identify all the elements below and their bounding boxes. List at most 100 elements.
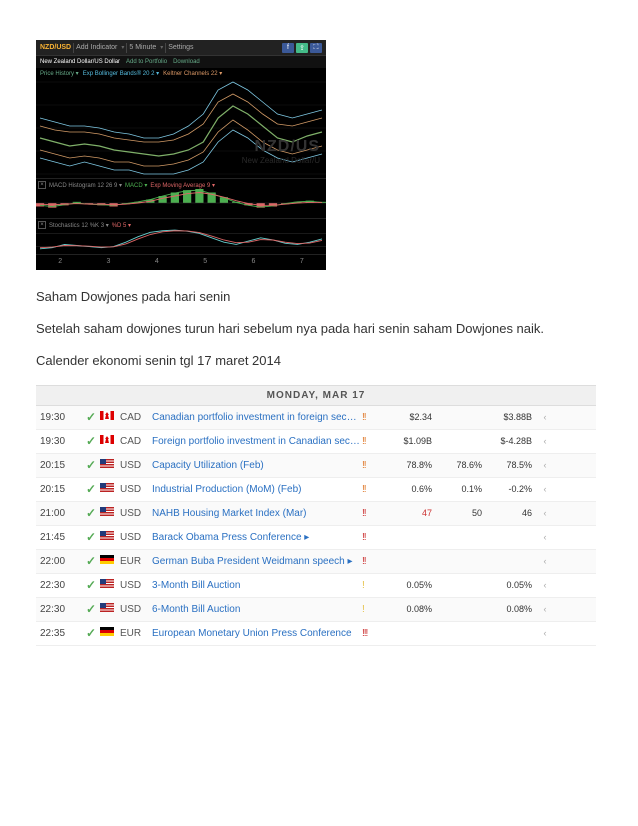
- add-indicator-button[interactable]: Add Indicator: [76, 44, 117, 51]
- previous-value: $-4.28B: [488, 436, 538, 446]
- event-time: 22:00: [40, 556, 82, 567]
- forecast-value: 0.1%: [438, 484, 488, 494]
- settings-button[interactable]: Settings: [168, 44, 193, 51]
- event-name[interactable]: Industrial Production (MoM) (Feb): [152, 484, 362, 495]
- event-name[interactable]: 6-Month Bill Auction: [152, 604, 362, 615]
- event-name[interactable]: European Monetary Union Press Conference: [152, 628, 362, 639]
- currency-code: USD: [120, 508, 152, 519]
- check-icon: ✓: [82, 482, 100, 496]
- event-time: 22:30: [40, 580, 82, 591]
- xaxis-tick: 7: [300, 258, 304, 265]
- trading-chart: NZD/USD Add Indicator▾ 5 Minute▾ Setting…: [36, 40, 326, 270]
- currency-code: USD: [120, 484, 152, 495]
- download-link[interactable]: Download: [173, 59, 200, 65]
- fullscreen-icon[interactable]: ⛶: [310, 43, 322, 53]
- event-time: 19:30: [40, 436, 82, 447]
- xaxis-tick: 3: [107, 258, 111, 265]
- chart-stoch-panel: × Stochastics 12 %K 3 ▾ %D 5 ▾: [36, 218, 326, 254]
- expand-icon[interactable]: ‹: [538, 412, 552, 422]
- currency-code: CAD: [120, 436, 152, 447]
- flag-icon: [100, 507, 120, 519]
- share-icon[interactable]: ⇪: [296, 43, 308, 53]
- currency-code: EUR: [120, 628, 152, 639]
- event-name[interactable]: 3-Month Bill Auction: [152, 580, 362, 591]
- expand-icon[interactable]: ‹: [538, 460, 552, 470]
- currency-code: USD: [120, 580, 152, 591]
- previous-value: $3.88B: [488, 412, 538, 422]
- actual-value: $1.09B: [388, 436, 438, 446]
- check-icon: ✓: [82, 578, 100, 592]
- main-price-chart: [36, 78, 326, 178]
- stoch-close-icon[interactable]: ×: [38, 221, 46, 229]
- facebook-icon[interactable]: f: [282, 43, 294, 53]
- macd-signal-label[interactable]: Exp Moving Average 9 ▾: [150, 182, 215, 189]
- bollinger-indicator[interactable]: Exp Bollinger Bands® 20 2 ▾: [83, 70, 159, 77]
- check-icon: ✓: [82, 434, 100, 448]
- add-portfolio-link[interactable]: Add to Portfolio: [126, 59, 167, 65]
- expand-icon[interactable]: ‹: [538, 436, 552, 446]
- expand-icon[interactable]: ‹: [538, 580, 552, 590]
- macd-close-icon[interactable]: ×: [38, 181, 46, 189]
- event-time: 20:15: [40, 484, 82, 495]
- previous-value: 0.05%: [488, 580, 538, 590]
- expand-icon[interactable]: ‹: [538, 628, 552, 638]
- impact-icon: !!: [362, 460, 388, 471]
- currency-code: USD: [120, 532, 152, 543]
- chart-main-panel: NZD/US New Zealand Dollar/U: [36, 78, 326, 178]
- event-time: 19:30: [40, 412, 82, 423]
- stoch-label[interactable]: Stochastics 12 %K 3 ▾: [49, 222, 109, 229]
- impact-icon: !!: [362, 556, 388, 567]
- expand-icon[interactable]: ‹: [538, 604, 552, 614]
- economic-calendar: MONDAY, MAR 17 19:30 ✓ CAD Canadian port…: [36, 385, 596, 646]
- calendar-row[interactable]: 20:15 ✓ USD Capacity Utilization (Feb) !…: [36, 454, 596, 478]
- event-name[interactable]: German Buba President Weidmann speech ▸: [152, 556, 362, 567]
- chart-indicator-row: Price History ▾ Exp Bollinger Bands® 20 …: [36, 68, 326, 78]
- macd-label[interactable]: MACD Histogram 12 26 9 ▾: [49, 182, 122, 189]
- expand-icon[interactable]: ‹: [538, 484, 552, 494]
- calendar-row[interactable]: 22:35 ✓ EUR European Monetary Union Pres…: [36, 622, 596, 646]
- check-icon: ✓: [82, 602, 100, 616]
- calendar-row[interactable]: 19:30 ✓ CAD Foreign portfolio investment…: [36, 430, 596, 454]
- calendar-row[interactable]: 21:00 ✓ USD NAHB Housing Market Index (M…: [36, 502, 596, 526]
- flag-icon: [100, 459, 120, 471]
- actual-value: $2.34: [388, 412, 438, 422]
- event-name[interactable]: Canadian portfolio investment in foreign…: [152, 412, 362, 423]
- currency-code: EUR: [120, 556, 152, 567]
- event-name[interactable]: NAHB Housing Market Index (Mar): [152, 508, 362, 519]
- chart-pair-selector[interactable]: NZD/USD: [40, 44, 71, 51]
- event-name[interactable]: Barack Obama Press Conference ▸: [152, 532, 362, 543]
- expand-icon[interactable]: ‹: [538, 532, 552, 542]
- impact-icon: !: [362, 604, 388, 615]
- actual-value: 78.8%: [388, 460, 438, 470]
- keltner-indicator[interactable]: Keltner Channels 22 ▾: [163, 70, 222, 77]
- expand-icon[interactable]: ‹: [538, 556, 552, 566]
- flag-icon: [100, 531, 120, 543]
- actual-value: 0.6%: [388, 484, 438, 494]
- xaxis-tick: 2: [58, 258, 62, 265]
- calendar-row[interactable]: 21:45 ✓ USD Barack Obama Press Conferenc…: [36, 526, 596, 550]
- flag-icon: [100, 603, 120, 615]
- chart-macd-panel: × MACD Histogram 12 26 9 ▾ MACD ▾ Exp Mo…: [36, 178, 326, 218]
- chart-subbar: New Zealand Dollar/US Dollar Add to Port…: [36, 56, 326, 68]
- currency-code: CAD: [120, 412, 152, 423]
- previous-value: 0.08%: [488, 604, 538, 614]
- check-icon: ✓: [82, 626, 100, 640]
- calendar-row[interactable]: 19:30 ✓ CAD Canadian portfolio investmen…: [36, 406, 596, 430]
- stoch-d-label[interactable]: %D 5 ▾: [112, 222, 131, 229]
- calendar-row[interactable]: 22:00 ✓ EUR German Buba President Weidma…: [36, 550, 596, 574]
- impact-icon: !!: [362, 532, 388, 543]
- event-name[interactable]: Foreign portfolio investment in Canadian…: [152, 436, 362, 447]
- flag-icon: [100, 579, 120, 591]
- calendar-row[interactable]: 22:30 ✓ USD 6-Month Bill Auction ! 0.08%…: [36, 598, 596, 622]
- xaxis-tick: 4: [155, 258, 159, 265]
- forecast-value: 78.6%: [438, 460, 488, 470]
- calendar-row[interactable]: 20:15 ✓ USD Industrial Production (MoM) …: [36, 478, 596, 502]
- event-name[interactable]: Capacity Utilization (Feb): [152, 460, 362, 471]
- chart-toolbar: NZD/USD Add Indicator▾ 5 Minute▾ Setting…: [36, 40, 326, 56]
- flag-icon: [100, 411, 120, 423]
- macd-macd-label[interactable]: MACD ▾: [125, 182, 147, 189]
- calendar-row[interactable]: 22:30 ✓ USD 3-Month Bill Auction ! 0.05%…: [36, 574, 596, 598]
- price-history-indicator[interactable]: Price History ▾: [40, 70, 79, 77]
- timeframe-selector[interactable]: 5 Minute: [129, 44, 156, 51]
- expand-icon[interactable]: ‹: [538, 508, 552, 518]
